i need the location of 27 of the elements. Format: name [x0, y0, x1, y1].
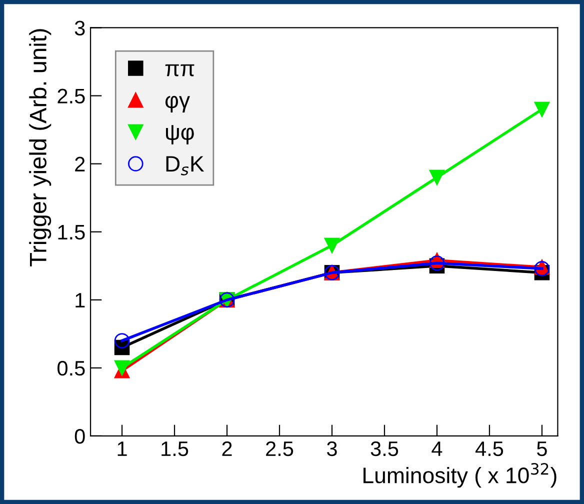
legend-label: D$_{s}$K: [166, 156, 204, 176]
x-tick-label: 4.5: [475, 442, 504, 456]
point: [114, 360, 130, 376]
point: [534, 102, 550, 118]
x-tick-label: 3: [326, 441, 337, 456]
y-axis-title: Trigger yield (Arb. unit): [29, 29, 52, 266]
y-tick-label: 2.5: [58, 88, 85, 104]
y-tick-label: 1: [76, 293, 85, 308]
point: [324, 238, 340, 254]
legend-label: ππ: [165, 64, 194, 76]
y-tick-label: 3: [74, 20, 85, 36]
y-tick-label: 1.5: [58, 225, 85, 240]
x-tick-label: 2.5: [266, 441, 294, 456]
legend-label: ψφ: [166, 125, 194, 144]
legend-label: φγ: [165, 96, 190, 113]
point: [114, 333, 130, 348]
x-tick-label: 2: [222, 441, 232, 456]
x-tick-label: 4: [432, 442, 442, 456]
x-tick-label: 1.5: [162, 442, 188, 456]
x-tick-label: 5: [537, 442, 547, 456]
x-tick-label: 3.5: [370, 441, 398, 456]
y-tick-label: 0.5: [58, 360, 85, 376]
point: [429, 170, 445, 186]
y-tick-label: 2: [75, 156, 85, 172]
y-tick-label: 0: [74, 428, 85, 444]
x-tick-label: 1: [118, 442, 127, 456]
x-axis-title: Luminosity ( x 10$^{32}$): [364, 463, 556, 488]
